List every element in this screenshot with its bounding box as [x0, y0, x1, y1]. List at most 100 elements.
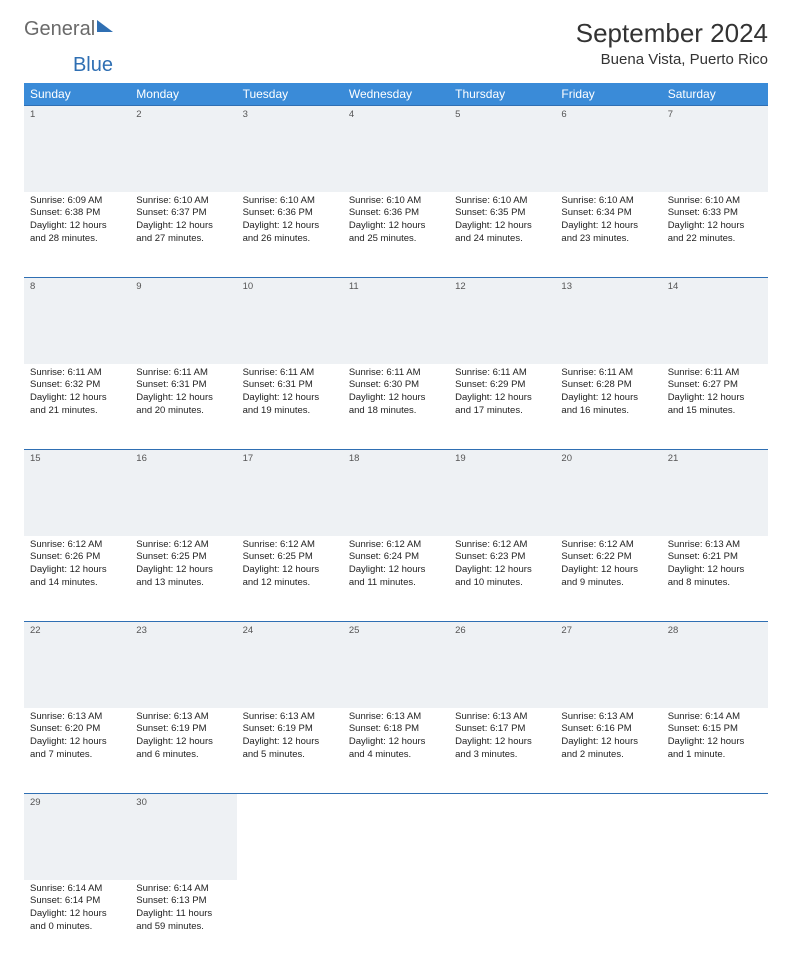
day-number: 6: [555, 106, 661, 192]
day-cell: Sunrise: 6:13 AMSunset: 6:16 PMDaylight:…: [555, 708, 661, 794]
daylight-text-1: Daylight: 12 hours: [30, 392, 124, 405]
daylight-text-1: Daylight: 12 hours: [136, 564, 230, 577]
day-cell: Sunrise: 6:14 AMSunset: 6:13 PMDaylight:…: [130, 880, 236, 966]
sunset-text: Sunset: 6:13 PM: [136, 895, 230, 908]
month-title: September 2024: [576, 18, 768, 49]
day-cell: Sunrise: 6:13 AMSunset: 6:17 PMDaylight:…: [449, 708, 555, 794]
day-number: 1: [24, 106, 130, 192]
daylight-text-2: and 15 minutes.: [668, 405, 762, 418]
day-number: 27: [555, 622, 661, 708]
day-cell: Sunrise: 6:11 AMSunset: 6:31 PMDaylight:…: [237, 364, 343, 450]
sunset-text: Sunset: 6:19 PM: [136, 723, 230, 736]
day-number: 17: [237, 450, 343, 536]
daylight-text-1: Daylight: 12 hours: [30, 736, 124, 749]
sunrise-text: Sunrise: 6:12 AM: [136, 539, 230, 552]
daylight-text-2: and 11 minutes.: [349, 577, 443, 590]
title-block: September 2024 Buena Vista, Puerto Rico: [576, 18, 768, 68]
sunrise-text: Sunrise: 6:11 AM: [668, 367, 762, 380]
sunrise-text: Sunrise: 6:10 AM: [561, 195, 655, 208]
sunrise-text: Sunrise: 6:13 AM: [561, 711, 655, 724]
sunset-text: Sunset: 6:38 PM: [30, 207, 124, 220]
day-cell: Sunrise: 6:12 AMSunset: 6:25 PMDaylight:…: [130, 536, 236, 622]
sunset-text: Sunset: 6:26 PM: [30, 551, 124, 564]
sunrise-text: Sunrise: 6:11 AM: [349, 367, 443, 380]
sunrise-text: Sunrise: 6:12 AM: [349, 539, 443, 552]
daylight-text-1: Daylight: 12 hours: [136, 392, 230, 405]
day-cell: Sunrise: 6:10 AMSunset: 6:35 PMDaylight:…: [449, 192, 555, 278]
weekday-header-row: Sunday Monday Tuesday Wednesday Thursday…: [24, 83, 768, 106]
daylight-text-1: Daylight: 12 hours: [349, 564, 443, 577]
daylight-text-2: and 21 minutes.: [30, 405, 124, 418]
sunrise-text: Sunrise: 6:13 AM: [668, 539, 762, 552]
daylight-text-2: and 23 minutes.: [561, 233, 655, 246]
daylight-text-1: Daylight: 12 hours: [668, 392, 762, 405]
weekday-header: Friday: [555, 83, 661, 106]
day-number: 28: [662, 622, 768, 708]
day-detail-row: Sunrise: 6:11 AMSunset: 6:32 PMDaylight:…: [24, 364, 768, 450]
daylight-text-2: and 1 minute.: [668, 749, 762, 762]
day-cell: [449, 880, 555, 966]
logo-triangle-icon: [97, 20, 113, 32]
daylight-text-2: and 59 minutes.: [136, 921, 230, 934]
sunset-text: Sunset: 6:14 PM: [30, 895, 124, 908]
day-cell: Sunrise: 6:13 AMSunset: 6:19 PMDaylight:…: [237, 708, 343, 794]
day-number: 4: [343, 106, 449, 192]
day-cell: Sunrise: 6:13 AMSunset: 6:19 PMDaylight:…: [130, 708, 236, 794]
sunrise-text: Sunrise: 6:13 AM: [30, 711, 124, 724]
daylight-text-2: and 14 minutes.: [30, 577, 124, 590]
daylight-text-1: Daylight: 12 hours: [243, 736, 337, 749]
sunrise-text: Sunrise: 6:14 AM: [136, 883, 230, 896]
day-number: 3: [237, 106, 343, 192]
day-number: 8: [24, 278, 130, 364]
day-detail-row: Sunrise: 6:14 AMSunset: 6:14 PMDaylight:…: [24, 880, 768, 966]
sunset-text: Sunset: 6:17 PM: [455, 723, 549, 736]
sunrise-text: Sunrise: 6:10 AM: [455, 195, 549, 208]
sunset-text: Sunset: 6:32 PM: [30, 379, 124, 392]
daylight-text-1: Daylight: 11 hours: [136, 908, 230, 921]
day-cell: Sunrise: 6:12 AMSunset: 6:25 PMDaylight:…: [237, 536, 343, 622]
sunrise-text: Sunrise: 6:13 AM: [455, 711, 549, 724]
day-cell: Sunrise: 6:12 AMSunset: 6:26 PMDaylight:…: [24, 536, 130, 622]
day-number: 29: [24, 794, 130, 880]
day-number: 13: [555, 278, 661, 364]
sunset-text: Sunset: 6:20 PM: [30, 723, 124, 736]
sunrise-text: Sunrise: 6:12 AM: [243, 539, 337, 552]
sunrise-text: Sunrise: 6:13 AM: [349, 711, 443, 724]
day-number: 23: [130, 622, 236, 708]
day-detail-row: Sunrise: 6:13 AMSunset: 6:20 PMDaylight:…: [24, 708, 768, 794]
day-number: 21: [662, 450, 768, 536]
sunset-text: Sunset: 6:31 PM: [243, 379, 337, 392]
day-number: 25: [343, 622, 449, 708]
day-number-row: 15161718192021: [24, 450, 768, 536]
day-number: 12: [449, 278, 555, 364]
day-cell: Sunrise: 6:12 AMSunset: 6:24 PMDaylight:…: [343, 536, 449, 622]
sunset-text: Sunset: 6:31 PM: [136, 379, 230, 392]
day-number-row: 1234567: [24, 106, 768, 192]
daylight-text-2: and 8 minutes.: [668, 577, 762, 590]
daylight-text-1: Daylight: 12 hours: [30, 564, 124, 577]
daylight-text-2: and 2 minutes.: [561, 749, 655, 762]
daylight-text-2: and 28 minutes.: [30, 233, 124, 246]
daylight-text-2: and 24 minutes.: [455, 233, 549, 246]
daylight-text-1: Daylight: 12 hours: [349, 220, 443, 233]
day-cell: Sunrise: 6:10 AMSunset: 6:37 PMDaylight:…: [130, 192, 236, 278]
daylight-text-1: Daylight: 12 hours: [243, 392, 337, 405]
sunrise-text: Sunrise: 6:13 AM: [243, 711, 337, 724]
sunrise-text: Sunrise: 6:12 AM: [561, 539, 655, 552]
day-cell: Sunrise: 6:13 AMSunset: 6:21 PMDaylight:…: [662, 536, 768, 622]
sunrise-text: Sunrise: 6:10 AM: [136, 195, 230, 208]
sunset-text: Sunset: 6:16 PM: [561, 723, 655, 736]
daylight-text-2: and 20 minutes.: [136, 405, 230, 418]
daylight-text-2: and 9 minutes.: [561, 577, 655, 590]
day-number: 24: [237, 622, 343, 708]
sunrise-text: Sunrise: 6:10 AM: [668, 195, 762, 208]
day-cell: Sunrise: 6:11 AMSunset: 6:29 PMDaylight:…: [449, 364, 555, 450]
daylight-text-2: and 25 minutes.: [349, 233, 443, 246]
day-detail-row: Sunrise: 6:12 AMSunset: 6:26 PMDaylight:…: [24, 536, 768, 622]
weekday-header: Saturday: [662, 83, 768, 106]
day-number: 15: [24, 450, 130, 536]
sunrise-text: Sunrise: 6:12 AM: [30, 539, 124, 552]
day-number-row: 2930: [24, 794, 768, 880]
sunrise-text: Sunrise: 6:14 AM: [30, 883, 124, 896]
sunset-text: Sunset: 6:35 PM: [455, 207, 549, 220]
